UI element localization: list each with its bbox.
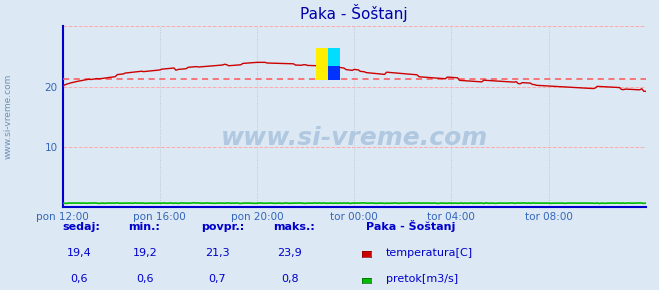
Text: 0,7: 0,7 — [209, 274, 226, 284]
Text: 0,6: 0,6 — [71, 274, 88, 284]
Text: temperatura[C]: temperatura[C] — [386, 248, 473, 258]
Text: sedaj:: sedaj: — [63, 222, 100, 232]
Text: www.si-vreme.com: www.si-vreme.com — [221, 126, 488, 151]
Text: min.:: min.: — [129, 222, 160, 232]
Text: 19,4: 19,4 — [67, 248, 92, 258]
Text: 0,8: 0,8 — [281, 274, 299, 284]
Text: 21,3: 21,3 — [205, 248, 230, 258]
Title: Paka - Šoštanj: Paka - Šoštanj — [301, 4, 408, 22]
Text: povpr.:: povpr.: — [201, 222, 244, 232]
Bar — [328, 48, 339, 66]
Text: Paka - Šoštanj: Paka - Šoštanj — [366, 220, 455, 232]
Text: pretok[m3/s]: pretok[m3/s] — [386, 274, 457, 284]
Text: maks.:: maks.: — [273, 222, 315, 232]
Bar — [316, 48, 328, 81]
Text: 0,6: 0,6 — [136, 274, 154, 284]
Text: 19,2: 19,2 — [132, 248, 158, 258]
Text: www.si-vreme.com: www.si-vreme.com — [3, 74, 13, 160]
Bar — [328, 66, 339, 81]
Text: 23,9: 23,9 — [277, 248, 302, 258]
